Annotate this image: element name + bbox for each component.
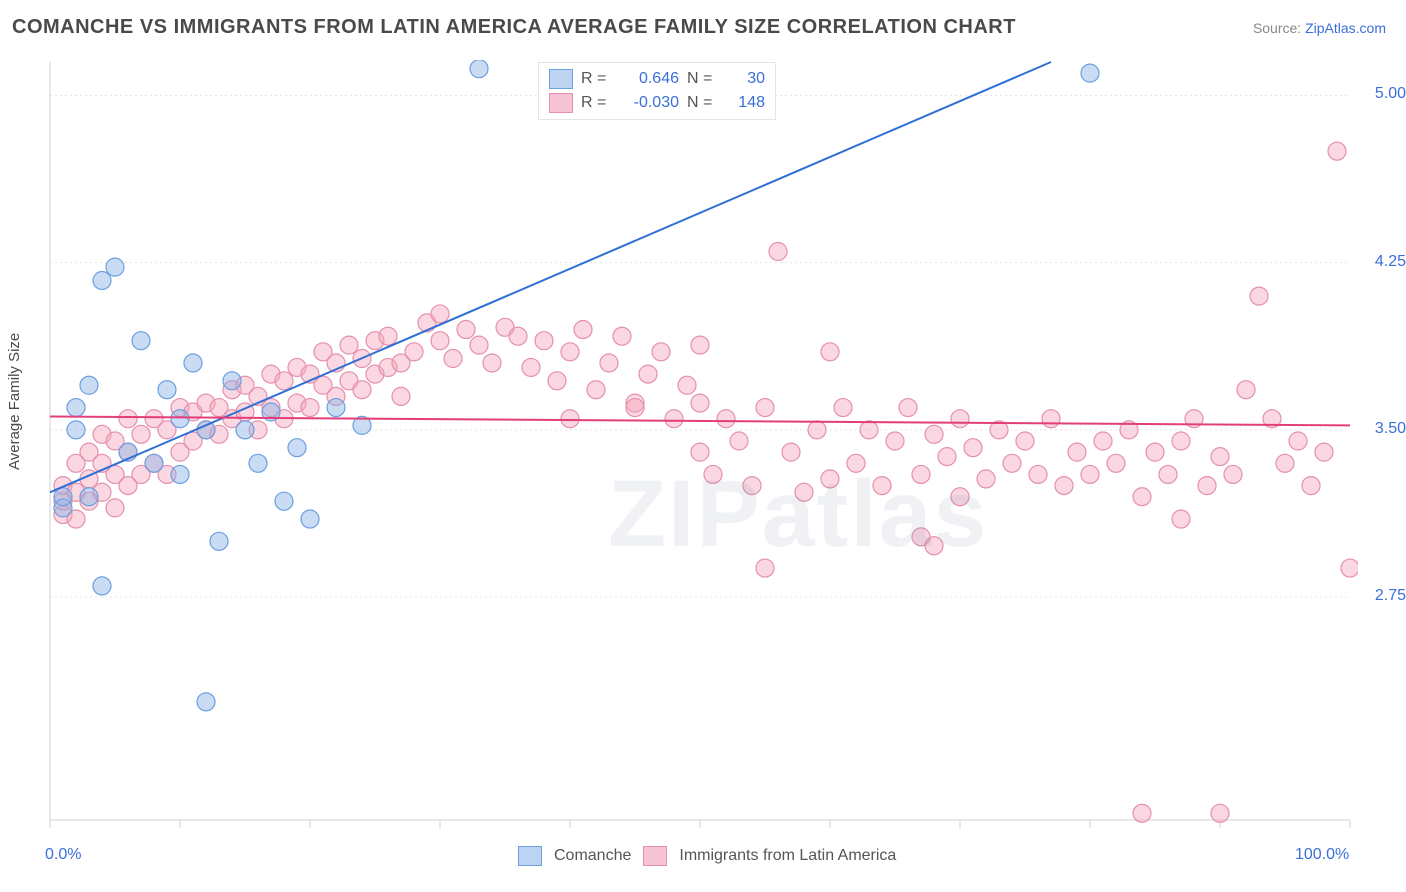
legend-series-name: Immigrants from Latin America xyxy=(679,847,896,865)
legend-r-label: R = xyxy=(581,70,611,88)
scatter-plot-svg xyxy=(48,60,1358,830)
legend-n-value: 148 xyxy=(725,94,765,112)
legend-n-label: N = xyxy=(687,94,717,112)
source-prefix: Source: xyxy=(1253,20,1305,36)
legend-n-value: 30 xyxy=(725,70,765,88)
legend-r-value: 0.646 xyxy=(619,70,679,88)
y-axis-tick-label: 2.75 xyxy=(1356,587,1406,605)
source-attribution: Source: ZipAtlas.com xyxy=(1253,20,1386,36)
chart-title: COMANCHE VS IMMIGRANTS FROM LATIN AMERIC… xyxy=(12,16,1016,39)
legend-swatch xyxy=(518,846,542,866)
chart-area: ZIPatlas R =0.646N =30R =-0.030N =148 0.… xyxy=(48,60,1358,830)
y-axis-tick-label: 3.50 xyxy=(1356,420,1406,438)
series-legend: Comanche Immigrants from Latin America xyxy=(518,846,896,866)
legend-swatch xyxy=(643,846,667,866)
legend-row: R = 0.646 N = 30 xyxy=(549,67,765,91)
correlation-legend: R = 0.646 N = 30 R = -0.030 N = 148 xyxy=(538,62,776,120)
legend-n-label: N = xyxy=(687,70,717,88)
legend-series-name: Comanche xyxy=(554,847,631,865)
legend-swatch xyxy=(549,93,573,113)
x-axis-tick-label: 0.0% xyxy=(45,846,81,864)
legend-r-label: R = xyxy=(581,94,611,112)
source-link[interactable]: ZipAtlas.com xyxy=(1305,20,1386,36)
legend-r-value: -0.030 xyxy=(619,94,679,112)
legend-row: R = -0.030 N = 148 xyxy=(549,91,765,115)
legend-swatch xyxy=(549,69,573,89)
x-axis-tick-label: 100.0% xyxy=(1295,846,1349,864)
y-axis-tick-label: 5.00 xyxy=(1356,85,1406,103)
y-axis-tick-label: 4.25 xyxy=(1356,253,1406,271)
y-axis-label: Average Family Size xyxy=(6,333,23,470)
